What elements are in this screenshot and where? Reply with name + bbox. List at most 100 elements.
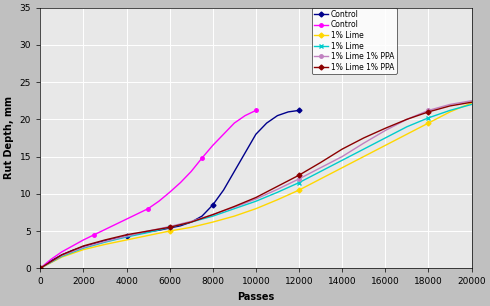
1% Lime 1% PPA: [80, 244, 86, 248]
Control: [145, 230, 151, 233]
Control: [274, 114, 280, 118]
Control: [253, 109, 259, 112]
1% Lime: [80, 246, 86, 250]
1% Lime 1% PPA: [167, 225, 172, 228]
1% Lime 1% PPA: [210, 213, 216, 216]
Y-axis label: Rut Depth, mm: Rut Depth, mm: [4, 96, 14, 179]
Control: [91, 233, 97, 237]
Control: [113, 222, 119, 226]
Control: [48, 259, 54, 263]
1% Lime 1% PPA: [102, 238, 108, 242]
Control: [70, 244, 75, 248]
Line: Control: Control: [39, 109, 301, 270]
Control: [80, 238, 86, 242]
1% Lime: [167, 229, 172, 233]
Control: [242, 114, 248, 118]
1% Lime 1% PPA: [210, 213, 216, 216]
1% Lime 1% PPA: [167, 226, 172, 229]
Control: [91, 242, 97, 245]
1% Lime: [339, 159, 345, 162]
1% Lime 1% PPA: [37, 267, 43, 270]
Line: 1% Lime: 1% Lime: [39, 101, 473, 270]
1% Lime 1% PPA: [231, 205, 237, 208]
1% Lime: [404, 132, 410, 136]
1% Lime: [447, 109, 453, 112]
1% Lime 1% PPA: [339, 155, 345, 159]
1% Lime: [123, 235, 129, 239]
1% Lime 1% PPA: [59, 253, 65, 257]
Control: [231, 170, 237, 173]
1% Lime 1% PPA: [59, 254, 65, 257]
1% Lime: [468, 103, 474, 106]
Control: [123, 217, 129, 221]
Control: [80, 245, 86, 248]
1% Lime: [188, 220, 194, 224]
Control: [264, 121, 270, 125]
Control: [156, 229, 162, 232]
Control: [113, 237, 119, 240]
1% Lime: [425, 121, 431, 125]
Control: [59, 253, 65, 257]
1% Lime 1% PPA: [382, 129, 388, 132]
1% Lime: [253, 207, 259, 211]
Line: 1% Lime 1% PPA: 1% Lime 1% PPA: [39, 100, 473, 270]
Control: [102, 239, 108, 243]
Control: [134, 212, 140, 216]
Control: [231, 121, 237, 125]
Control: [296, 109, 302, 112]
Control: [48, 257, 54, 261]
1% Lime: [274, 198, 280, 202]
Control: [156, 200, 162, 203]
1% Lime 1% PPA: [318, 161, 323, 164]
1% Lime: [468, 101, 474, 105]
1% Lime: [145, 234, 151, 237]
1% Lime 1% PPA: [468, 99, 474, 103]
1% Lime 1% PPA: [382, 126, 388, 130]
1% Lime 1% PPA: [102, 240, 108, 243]
1% Lime 1% PPA: [145, 229, 151, 233]
Control: [253, 132, 259, 136]
Control: [37, 267, 43, 270]
Control: [220, 188, 226, 192]
1% Lime: [210, 220, 216, 224]
Line: Control: Control: [39, 109, 258, 270]
1% Lime: [296, 181, 302, 185]
1% Lime 1% PPA: [123, 233, 129, 237]
1% Lime: [102, 240, 108, 244]
1% Lime: [210, 214, 216, 218]
X-axis label: Passes: Passes: [237, 292, 274, 302]
1% Lime 1% PPA: [37, 267, 43, 270]
Control: [145, 207, 151, 211]
Control: [285, 110, 291, 114]
1% Lime: [231, 214, 237, 218]
1% Lime: [59, 255, 65, 259]
1% Lime 1% PPA: [447, 104, 453, 108]
1% Lime: [339, 166, 345, 170]
1% Lime: [318, 177, 323, 181]
Control: [188, 220, 194, 224]
1% Lime 1% PPA: [425, 110, 431, 114]
1% Lime 1% PPA: [274, 185, 280, 188]
Line: 1% Lime 1% PPA: 1% Lime 1% PPA: [39, 99, 473, 270]
1% Lime: [231, 207, 237, 211]
Control: [59, 250, 65, 254]
1% Lime: [80, 248, 86, 252]
1% Lime: [382, 136, 388, 140]
1% Lime 1% PPA: [145, 229, 151, 233]
Control: [199, 214, 205, 218]
1% Lime: [447, 110, 453, 114]
1% Lime 1% PPA: [468, 100, 474, 104]
1% Lime 1% PPA: [296, 177, 302, 181]
1% Lime: [37, 267, 43, 270]
Control: [102, 228, 108, 231]
Control: [70, 248, 75, 252]
1% Lime 1% PPA: [447, 103, 453, 106]
1% Lime 1% PPA: [404, 118, 410, 121]
1% Lime 1% PPA: [361, 136, 367, 140]
1% Lime: [274, 190, 280, 194]
Control: [242, 151, 248, 155]
1% Lime: [102, 243, 108, 246]
1% Lime: [361, 155, 367, 159]
1% Lime 1% PPA: [253, 197, 259, 201]
1% Lime: [123, 238, 129, 242]
